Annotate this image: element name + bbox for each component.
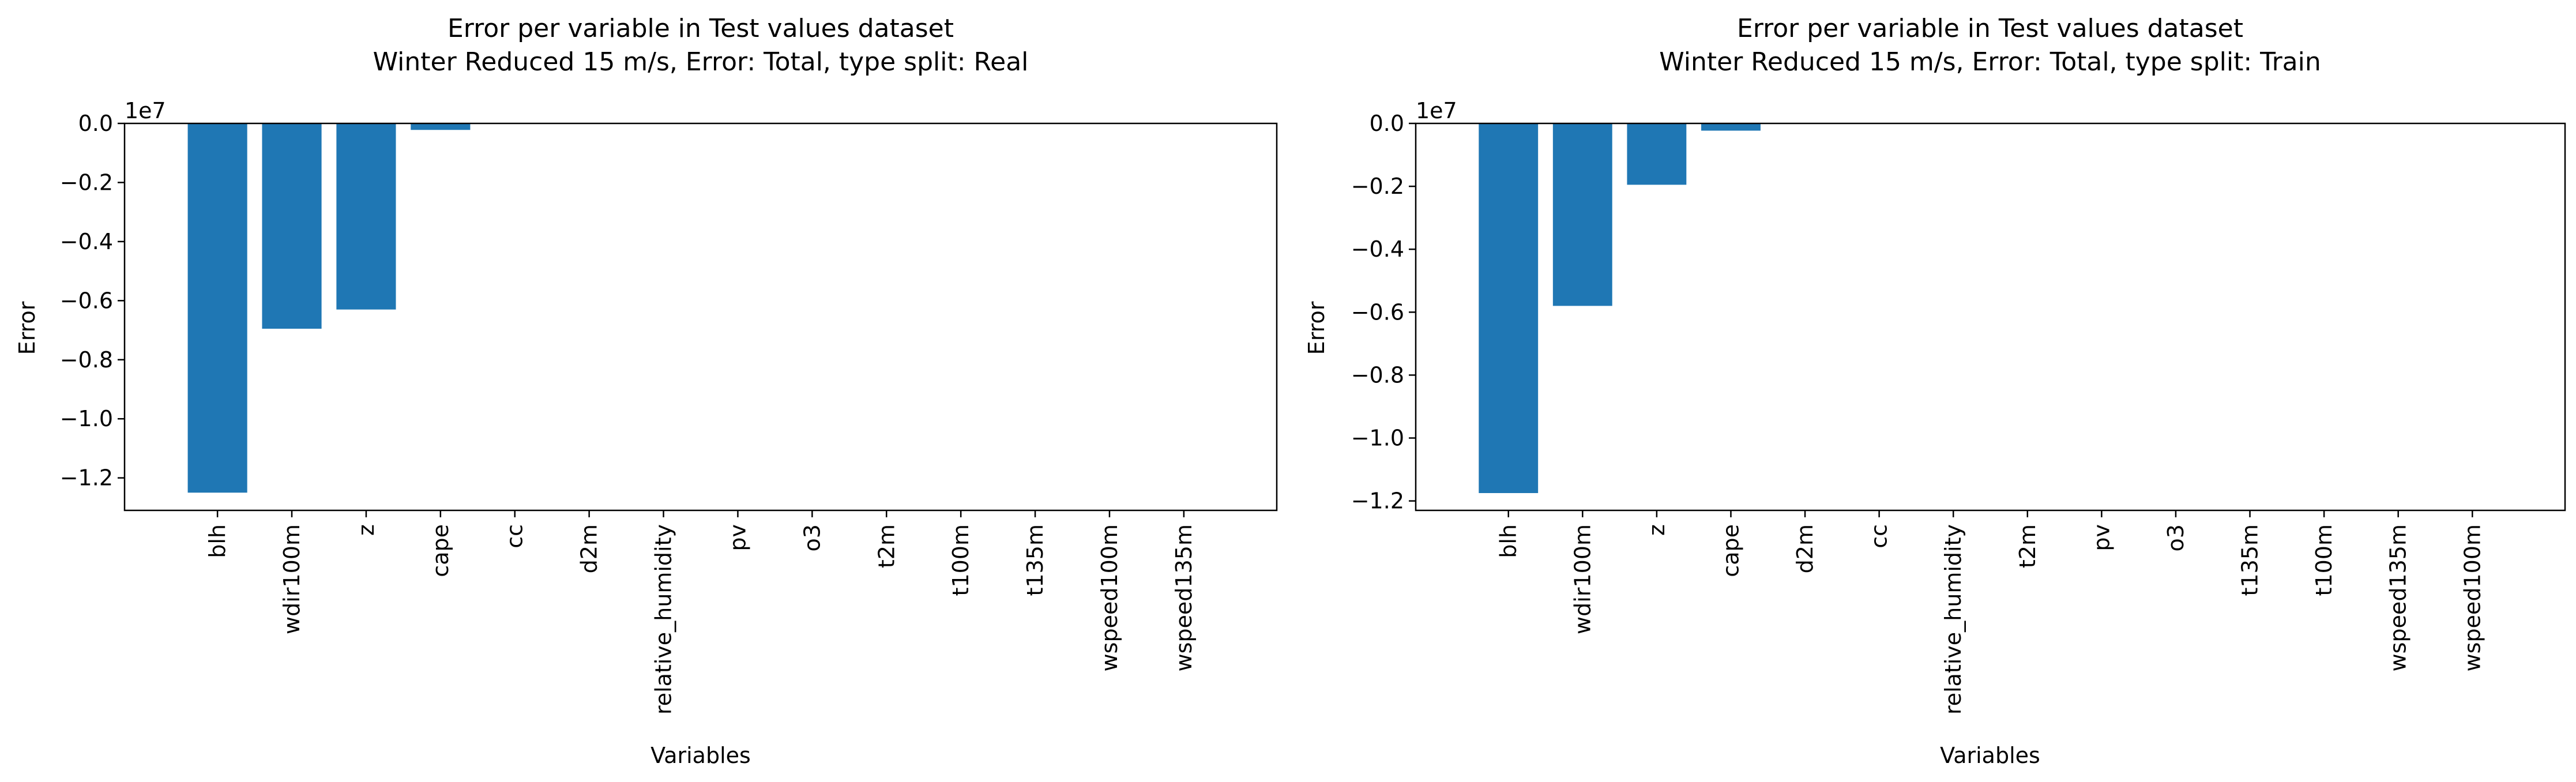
y-tick-label: −0.4 [1351, 236, 1404, 262]
x-tick-label: wdir100m [1570, 524, 1595, 634]
x-tick-label: cape [1718, 524, 1743, 577]
x-tick-label: wspeed135m [1171, 524, 1197, 671]
y-tick-label: −1.0 [1351, 426, 1404, 451]
x-tick-label: o3 [799, 524, 825, 551]
x-tick-label: relative_humidity [651, 524, 676, 715]
chart-panel-train: Error per variable in Test values datase… [1304, 14, 2566, 768]
x-tick-label: blh [1496, 524, 1521, 558]
x-tick-label: cc [502, 524, 528, 548]
y-offset-label: 1e7 [1416, 98, 1457, 123]
x-tick-label: relative_humidity [1941, 524, 1966, 715]
y-tick-label: −1.0 [60, 406, 113, 431]
y-tick-label: −0.6 [60, 288, 113, 313]
x-tick-label: d2m [577, 524, 602, 573]
x-tick-label: t2m [874, 524, 899, 568]
y-ticks-group: 0.0 −0.2 −0.4 −0.6 −0.8 −1.0 −1.2 [1351, 111, 1416, 514]
x-axis-label: Variables [1940, 743, 2040, 768]
x-tick-label: wspeed100m [1097, 524, 1122, 671]
x-tick-label: pv [725, 524, 750, 551]
bar-wdir100m [1552, 123, 1612, 306]
x-ticks-group: blh wdir100m z cape cc d2m relative_humidity pv… [205, 510, 1197, 715]
x-tick-label: wspeed135m [2386, 524, 2411, 671]
bar-cape [1701, 123, 1761, 131]
y-tick-label: 0.0 [78, 111, 113, 136]
y-axis-label: Error [1304, 301, 1329, 355]
x-tick-label: t100m [2311, 524, 2337, 596]
x-tick-label: blh [205, 524, 230, 558]
y-tick-label: −0.4 [60, 229, 113, 254]
bars-group [187, 123, 471, 493]
y-axis-label: Error [14, 301, 40, 355]
chart-title: Error per variable in Test values datase… [1737, 14, 2243, 43]
y-tick-label: −0.2 [1351, 174, 1404, 199]
x-ticks-group: blh wdir100m z cape d2m cc relative_humidity t2… [1496, 510, 2485, 715]
y-offset-label: 1e7 [125, 98, 166, 123]
y-tick-label: −0.8 [1351, 362, 1404, 388]
x-tick-label: o3 [2163, 524, 2188, 551]
x-tick-label: cc [1867, 524, 1892, 548]
bar-cape [411, 123, 471, 130]
x-tick-label: t135m [1022, 524, 1048, 596]
x-tick-label: pv [2089, 524, 2114, 551]
y-ticks-group: 0.0 −0.2 −0.4 −0.6 −0.8 −1.0 −1.2 [60, 111, 125, 491]
x-tick-label: wspeed100m [2460, 524, 2485, 671]
bar-z [336, 123, 396, 310]
chart-title: Error per variable in Test values datase… [447, 14, 954, 43]
x-tick-label: t100m [948, 524, 973, 596]
x-tick-label: t2m [2015, 524, 2040, 568]
x-tick-label: d2m [1792, 524, 1818, 573]
chart-panel-real: Error per variable in Test values datase… [14, 14, 1278, 768]
axes-frame [123, 122, 1278, 512]
y-tick-label: −0.6 [1351, 299, 1404, 325]
y-tick-label: −1.2 [60, 465, 113, 491]
axes-frame [1415, 122, 2566, 512]
x-tick-label: z [354, 524, 379, 536]
x-axis-label: Variables [650, 743, 751, 768]
y-tick-label: 0.0 [1370, 111, 1404, 136]
x-tick-label: wdir100m [279, 524, 304, 634]
bars-group [1479, 123, 1761, 493]
y-tick-label: −0.8 [60, 347, 113, 373]
chart-subtitle: Winter Reduced 15 m/s, Error: Total, typ… [1659, 47, 2321, 77]
bar-blh [187, 123, 247, 493]
bar-wdir100m [262, 123, 322, 329]
x-tick-label: t135m [2237, 524, 2263, 596]
chart-subtitle: Winter Reduced 15 m/s, Error: Total, typ… [373, 47, 1029, 77]
y-tick-label: −1.2 [1351, 488, 1404, 514]
bar-blh [1479, 123, 1539, 493]
x-tick-label: z [1644, 524, 1669, 536]
bar-z [1627, 123, 1687, 185]
x-tick-label: cape [428, 524, 453, 577]
y-tick-label: −0.2 [60, 170, 113, 195]
